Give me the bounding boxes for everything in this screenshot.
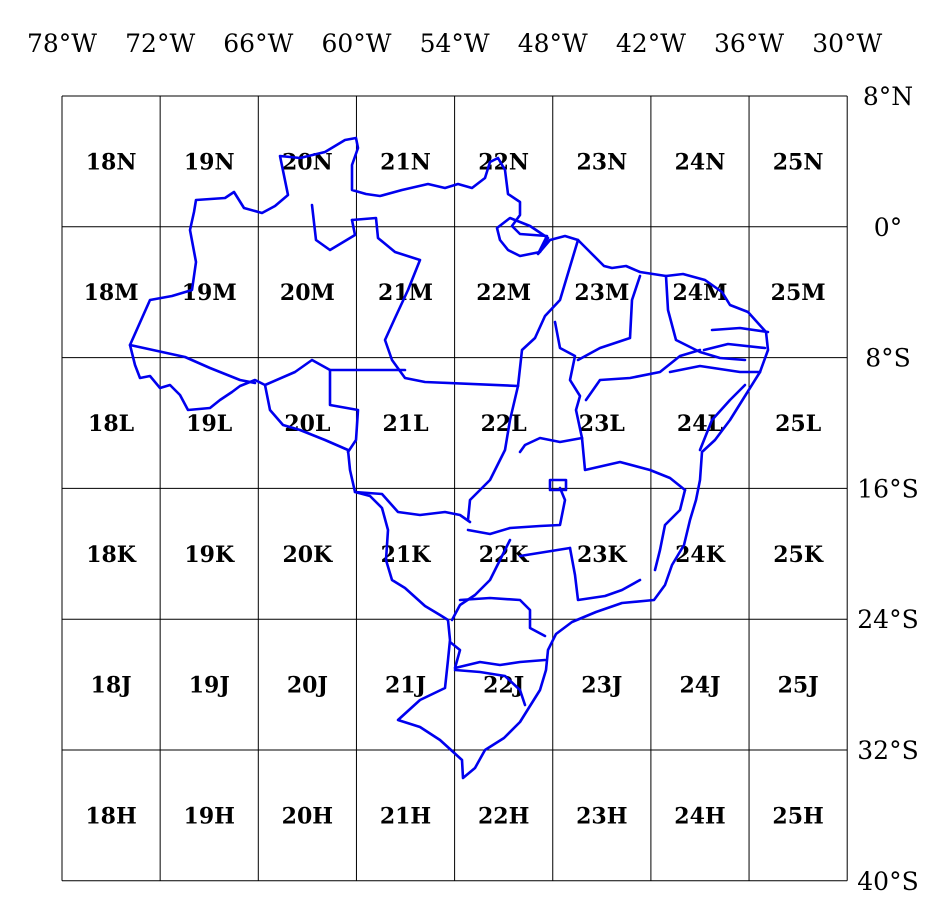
utm-zone-label: 25J	[778, 673, 819, 699]
longitude-label: 36°W	[714, 29, 784, 58]
latitude-label: 8°N	[863, 82, 913, 111]
utm-zone-label: 18L	[88, 411, 134, 437]
utm-zone-label: 23N	[576, 149, 627, 175]
utm-zone-label: 18K	[86, 542, 137, 568]
latitude-labels: 8°N 0° 8°S 16°S 24°S 32°S 40°S	[857, 82, 918, 896]
utm-zone-label: 23H	[576, 803, 627, 829]
state-border	[516, 238, 580, 388]
state-border	[698, 383, 747, 452]
utm-zone-label: 18H	[85, 803, 136, 829]
utm-zone-label: 24J	[679, 673, 720, 699]
latitude-label: 24°S	[857, 605, 918, 634]
utm-zone-label: 20H	[282, 803, 333, 829]
utm-zone-label: 18N	[86, 149, 137, 175]
utm-zone-label: 23K	[577, 542, 628, 568]
utm-zone-label: 24M	[672, 280, 727, 306]
utm-zone-label: 21J	[385, 673, 426, 699]
marajo-island	[495, 216, 550, 258]
utm-zone-label: 18M	[84, 280, 139, 306]
state-border	[328, 368, 360, 454]
utm-zone-label: 20N	[282, 149, 333, 175]
state-border	[310, 203, 357, 252]
utm-zone-label: 25L	[775, 411, 821, 437]
longitude-label: 66°W	[223, 29, 293, 58]
utm-zone-label: 22M	[476, 280, 531, 306]
state-border	[568, 546, 642, 602]
utm-zone-label: 19L	[186, 411, 232, 437]
latitude-label: 32°S	[857, 736, 918, 765]
utm-zone-label: 19K	[184, 542, 235, 568]
utm-zone-label: 19M	[182, 280, 237, 306]
utm-zone-label: 20K	[283, 542, 334, 568]
state-border	[466, 486, 567, 536]
state-border	[702, 342, 767, 352]
utm-zone-label: 22H	[478, 803, 529, 829]
longitude-label: 78°W	[27, 29, 97, 58]
utm-zone-label: 23L	[579, 411, 625, 437]
state-border	[584, 348, 702, 402]
state-border	[448, 640, 547, 670]
utm-zone-label: 21N	[380, 149, 431, 175]
utm-zone-label: 20J	[287, 673, 328, 699]
utm-zone-label: 23M	[574, 280, 629, 306]
utm-zone-label: 23J	[581, 673, 622, 699]
utm-zone-label: 25N	[773, 149, 824, 175]
state-border	[350, 216, 520, 388]
state-border	[466, 384, 520, 522]
utm-zone-label: 20M	[280, 280, 335, 306]
longitude-label: 48°W	[518, 29, 588, 58]
state-border	[710, 326, 770, 334]
utm-zone-label: 25K	[773, 542, 824, 568]
state-border	[548, 478, 568, 492]
state-border	[576, 274, 642, 362]
latitude-label: 0°	[874, 213, 902, 242]
brazil-outline	[128, 136, 770, 780]
longitude-label: 42°W	[616, 29, 686, 58]
utm-zone-label: 24N	[675, 149, 726, 175]
longitude-label: 54°W	[420, 29, 490, 58]
utm-zone-label: 19H	[184, 803, 235, 829]
longitude-labels: 78°W 72°W 66°W 60°W 54°W 48°W 42°W 36°W 30°W	[27, 29, 883, 58]
state-border	[453, 668, 527, 707]
state-border	[353, 490, 472, 524]
state-border	[128, 343, 257, 385]
longitude-label: 30°W	[812, 29, 882, 58]
state-border	[458, 596, 547, 638]
state-border	[553, 320, 584, 440]
state-border	[518, 546, 572, 558]
utm-zone-label: 24H	[674, 803, 725, 829]
utm-zone-label: 18J	[91, 673, 132, 699]
longitude-label: 72°W	[125, 29, 195, 58]
latitude-label: 40°S	[857, 867, 918, 896]
state-border	[664, 274, 747, 362]
state-border	[450, 538, 512, 622]
state-border	[518, 436, 584, 454]
state-border	[263, 358, 407, 387]
utm-zone-label: 21K	[381, 542, 432, 568]
utm-zone-label: 21H	[380, 803, 431, 829]
longitude-label: 60°W	[321, 29, 391, 58]
utm-zone-label: 19J	[189, 673, 230, 699]
utm-zone-label: 25H	[772, 803, 823, 829]
utm-zone-label: 19N	[184, 149, 235, 175]
state-border	[653, 488, 687, 572]
brazil-state-borders	[128, 136, 770, 780]
utm-zone-label: 25M	[771, 280, 826, 306]
state-border	[580, 436, 687, 492]
state-border	[668, 364, 762, 374]
latitude-label: 16°S	[857, 474, 918, 503]
utm-zone-label: 21L	[382, 411, 428, 437]
latitude-label: 8°S	[865, 344, 911, 373]
utm-zone-label: 22L	[481, 411, 527, 437]
